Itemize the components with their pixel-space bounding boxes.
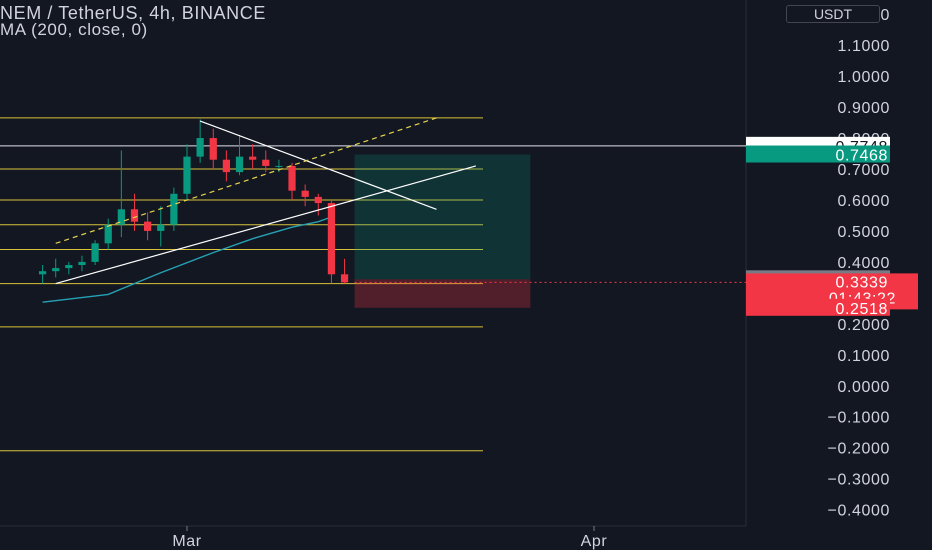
price-label: 0.2518 <box>746 298 890 318</box>
moving-average-200 <box>42 216 332 303</box>
candle <box>38 265 47 284</box>
candle <box>170 187 178 231</box>
profit-zone <box>354 154 531 280</box>
candle <box>222 150 230 182</box>
long-position-tool[interactable] <box>354 154 746 308</box>
indicator-legend: MA (200, close, 0) <box>0 20 148 39</box>
price-tick-label: 1.1000 <box>837 38 890 55</box>
candle <box>301 184 309 207</box>
candle-body <box>78 261 86 265</box>
candle-body <box>183 156 191 194</box>
candle-body <box>65 265 73 269</box>
candle <box>104 218 112 250</box>
candle <box>78 255 86 272</box>
price-tick-label: −0.3000 <box>828 472 890 489</box>
price-tick-label: 0.4000 <box>837 255 890 272</box>
price-label-value: 0.2518 <box>835 301 888 318</box>
candle-body <box>275 165 283 167</box>
candle-body <box>314 196 322 204</box>
candle <box>209 128 217 170</box>
candle <box>130 193 139 231</box>
candle-body <box>52 268 60 272</box>
price-tick-label: 0.6000 <box>837 193 890 210</box>
candle <box>235 134 244 176</box>
time-tick-label: Apr <box>581 533 608 550</box>
candle-body <box>222 159 230 173</box>
price-tick-label: 0.0000 <box>837 379 890 396</box>
candle <box>314 193 322 216</box>
price-axis[interactable]: 1.20001.10001.00000.90000.80000.70000.60… <box>828 7 890 519</box>
price-label-bg <box>746 298 890 316</box>
candlestick-series <box>38 119 349 284</box>
price-tick-label: −0.4000 <box>828 503 890 520</box>
candle-body <box>91 243 99 262</box>
candle <box>340 258 349 284</box>
stop-zone <box>354 279 531 308</box>
price-label: 0.7468 <box>746 145 890 165</box>
time-axis[interactable]: Mar Apr <box>172 526 607 550</box>
candle-body <box>170 193 178 225</box>
trendlines[interactable] <box>55 117 477 285</box>
chart-title: NEM / TetherUS, 4h, BINANCE <box>0 3 266 23</box>
candle-body <box>288 165 296 191</box>
candle-body <box>262 159 270 166</box>
time-tick-label: Mar <box>172 533 201 550</box>
candle <box>117 150 125 238</box>
candle <box>91 240 99 265</box>
candle-body <box>196 138 204 157</box>
trendline <box>55 165 477 285</box>
price-tick-label: 0.9000 <box>837 100 890 117</box>
horizontal-levels <box>0 117 746 452</box>
price-label-value: 0.7468 <box>835 148 888 165</box>
last-price-value: 0.3339 <box>835 274 888 291</box>
candle-body <box>249 156 257 160</box>
candle-body <box>157 224 165 231</box>
candle-body <box>130 209 139 222</box>
candle <box>327 199 336 284</box>
price-tick-label: −0.2000 <box>828 441 890 458</box>
price-tick-label: 0.5000 <box>837 224 890 241</box>
candle-body <box>301 190 309 197</box>
candle <box>249 144 257 170</box>
ma-200-line <box>42 216 332 303</box>
price-tick-label: 1.0000 <box>837 69 890 86</box>
candle-body <box>209 138 217 160</box>
price-tick-label: 0.2000 <box>837 317 890 334</box>
currency-button[interactable]: USDT <box>786 5 880 23</box>
candle-body <box>327 203 336 275</box>
candle <box>262 150 270 173</box>
candle-body <box>38 271 47 275</box>
grid <box>0 0 747 527</box>
candle-body <box>117 209 125 225</box>
price-label-bg <box>746 145 890 163</box>
dashed-trendline <box>55 117 437 244</box>
candle <box>288 162 296 200</box>
candle <box>65 261 73 275</box>
price-tick-label: 0.1000 <box>837 348 890 365</box>
price-tick-label: 0.7000 <box>837 162 890 179</box>
candle-body <box>104 224 112 244</box>
candle <box>144 212 152 241</box>
candle <box>196 119 204 163</box>
trendline <box>199 120 437 210</box>
candle-body <box>235 156 244 173</box>
candle <box>157 206 165 247</box>
candle <box>183 144 191 200</box>
candle-body <box>144 221 152 231</box>
price-tick-label: −0.1000 <box>828 410 890 427</box>
candle-body <box>340 274 349 283</box>
candle <box>52 258 60 278</box>
